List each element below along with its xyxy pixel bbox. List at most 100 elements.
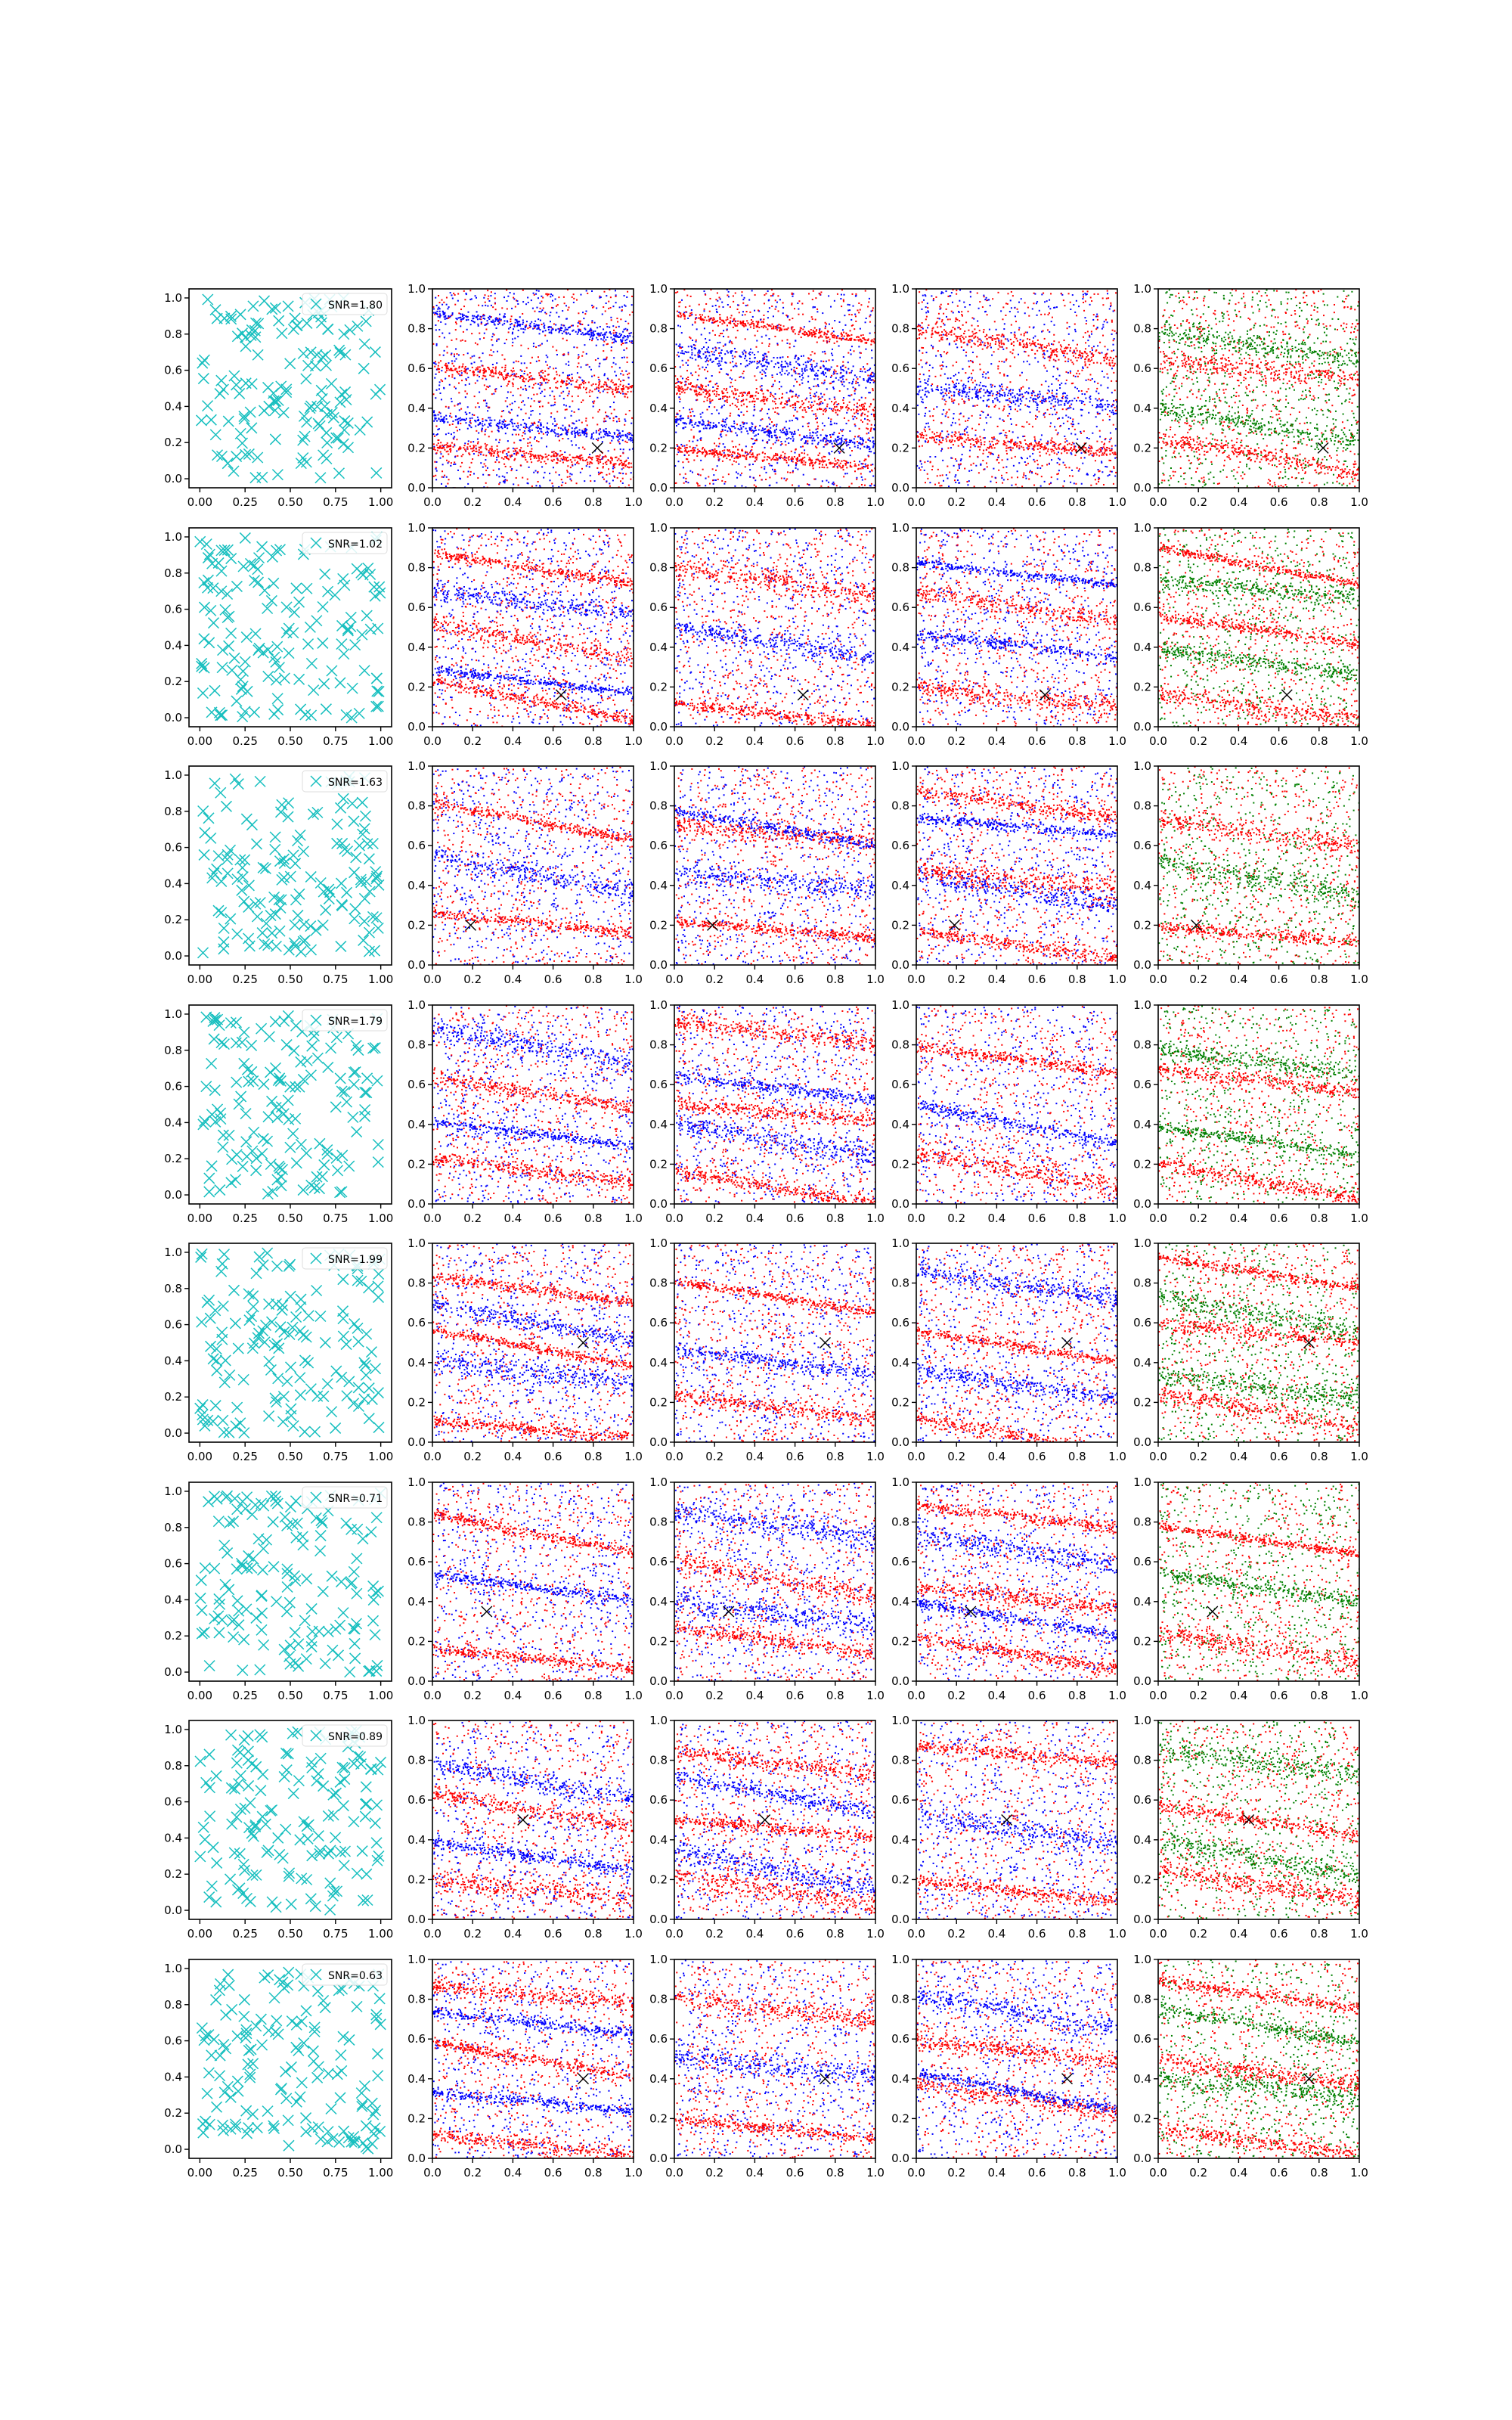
data-point [828,417,829,419]
data-point [451,294,452,296]
data-point [609,433,611,434]
data-point [790,389,792,391]
data-point [530,405,531,407]
data-point [863,334,864,336]
data-point [860,368,862,370]
data-point [510,324,511,325]
data-point [789,428,790,430]
data-point [455,416,457,417]
data-point [626,348,627,349]
data-point [760,419,761,420]
data-point [854,425,856,427]
data-point [846,423,847,424]
data-point [802,409,804,411]
data-point [541,301,542,302]
data-point [742,302,744,304]
data-point [485,445,487,447]
data-point [837,414,838,415]
data-point [501,374,503,376]
data-point [623,385,624,386]
data-point [703,424,705,425]
data-point [615,389,616,390]
data-point [504,480,506,482]
data-point [562,429,563,430]
data-point [836,406,838,408]
data-point [578,408,579,410]
data-point [855,383,857,384]
data-point [861,404,863,405]
data-point [854,470,856,472]
data-point [497,319,498,321]
data-point [742,353,744,355]
data-point [849,447,850,448]
data-point [619,463,621,464]
data-point [689,306,690,307]
data-point [684,422,686,424]
data-point [448,368,449,369]
data-point [467,443,469,445]
data-point [751,352,753,353]
data-point [443,312,445,314]
data-point [199,355,209,365]
data-point [458,312,460,314]
data-point [445,406,447,408]
data-point [485,429,487,430]
data-point [583,383,584,384]
data-point [842,378,844,380]
data-point [811,443,813,445]
data-point [253,349,263,360]
data-point [704,309,705,310]
data-point [623,387,624,389]
data-point [580,330,581,332]
data-point [818,386,820,387]
data-point [844,367,846,368]
data-point [743,424,745,425]
data-point [440,360,442,361]
data-point [842,375,844,377]
data-point [713,474,714,476]
data-point [484,424,485,425]
data-point [544,327,545,329]
data-point [847,309,849,311]
data-point [746,394,748,396]
data-point [720,333,721,334]
data-point [736,406,738,408]
data-point [727,450,729,451]
data-point [467,448,469,450]
data-point [326,378,336,389]
data-point [534,311,535,312]
data-point [735,389,736,391]
data-point [517,415,519,417]
data-point [587,293,588,294]
data-point [522,290,524,291]
data-point [856,477,857,479]
points-layer [674,289,877,489]
data-point [779,398,780,399]
data-point [841,294,842,296]
data-point [847,444,849,445]
data-point [766,359,767,361]
data-point [732,355,733,356]
data-point [736,424,738,425]
data-point [680,420,681,421]
data-point [699,352,701,354]
data-point [604,373,606,374]
data-point [719,355,720,356]
data-point [472,414,473,415]
data-point [784,406,785,408]
data-point [267,304,277,315]
data-point [547,340,548,342]
data-point [614,463,615,464]
data-point [840,298,841,299]
data-point [782,458,784,459]
data-point [553,418,555,420]
data-point [698,425,699,427]
data-point [321,350,331,361]
data-point [572,396,573,397]
data-point [456,353,457,355]
data-point [514,401,516,402]
data-point [703,421,705,423]
data-point [687,359,689,361]
data-point [680,387,681,389]
data-point [469,454,470,455]
